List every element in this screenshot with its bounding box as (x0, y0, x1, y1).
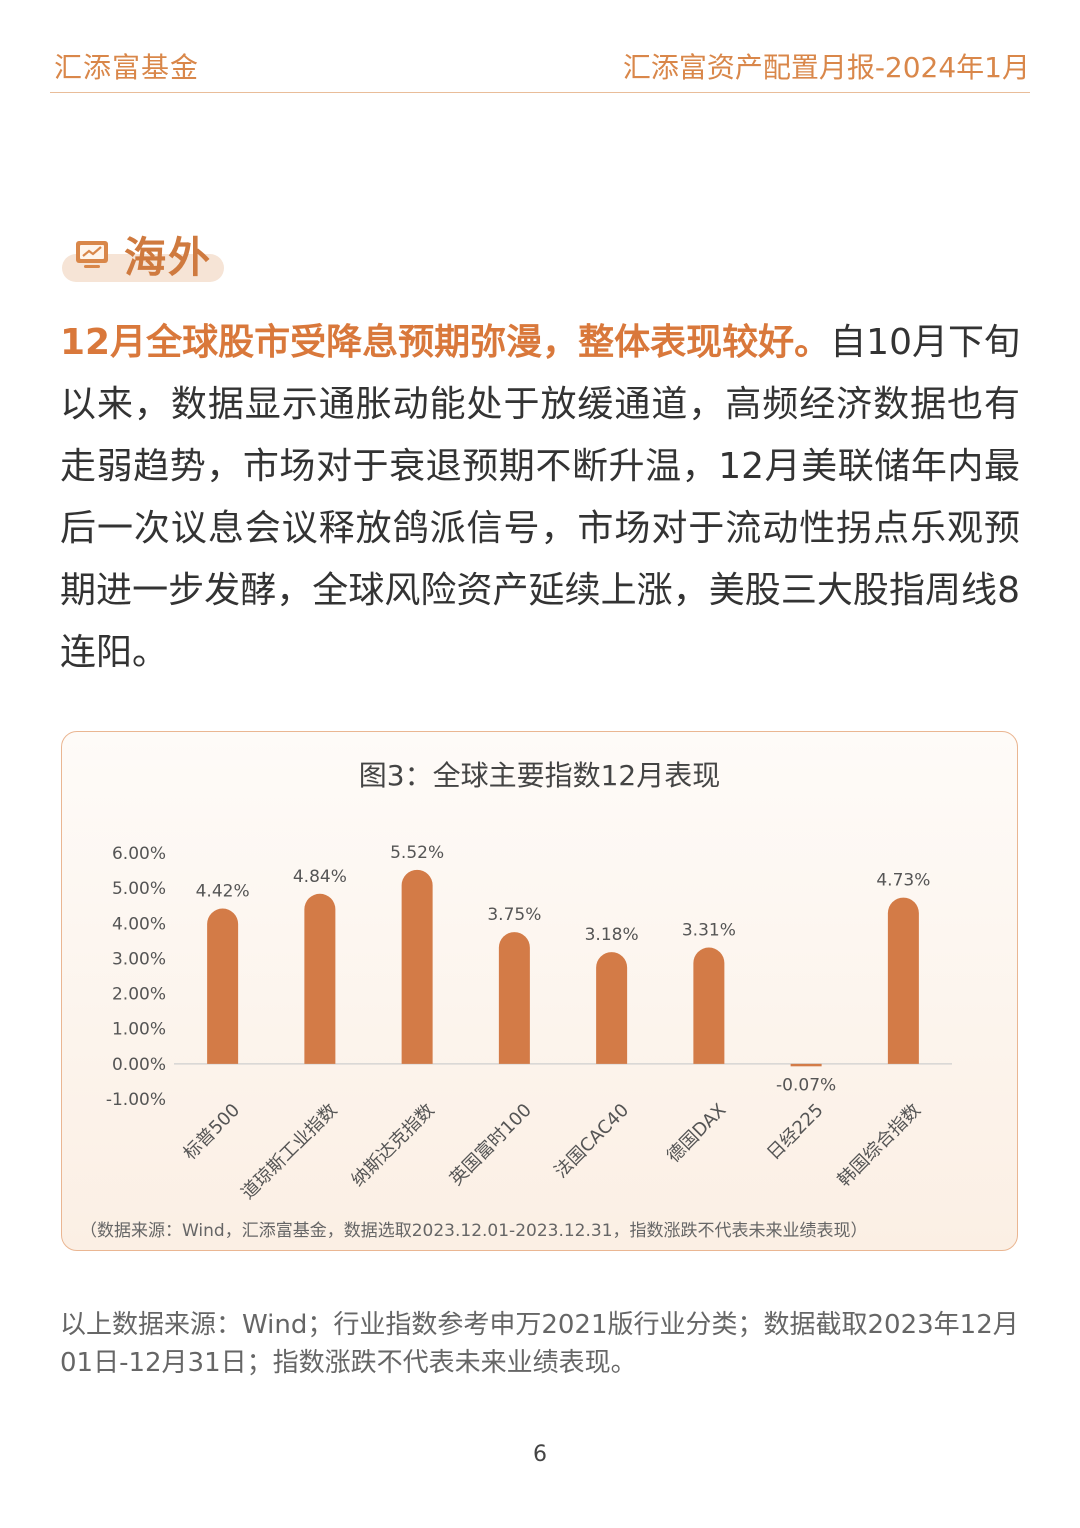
bar (887, 897, 919, 1064)
bar (401, 869, 433, 1064)
y-tick-label: 0.00% (112, 1055, 166, 1075)
chart-card: 图3：全球主要指数12月表现 6.00% 5.00% 4.00% 3.00% 2.00%… (61, 731, 1018, 1251)
page-header: 汇添富基金 汇添富资产配置月报-2024年1月 (50, 40, 1030, 93)
y-tick-label: 2.00% (112, 985, 166, 1005)
paragraph-highlight: 12月全球股市受降息预期弥漫，整体表现较好。 (60, 322, 831, 363)
x-tick-label: 韩国综合指数 (834, 1100, 925, 1191)
data-label: 3.18% (585, 925, 639, 945)
bar (596, 952, 628, 1064)
data-label: 3.75% (487, 905, 541, 925)
bar (790, 1063, 822, 1067)
y-tick-label: 1.00% (112, 1020, 166, 1040)
x-tick-label: 日经225 (763, 1100, 828, 1165)
y-tick-label: 6.00% (112, 844, 166, 864)
x-tick-label: 纳斯达克指数 (347, 1100, 438, 1191)
page-number: 6 (533, 1442, 547, 1467)
data-source-note: 以上数据来源：Wind；行业指数参考申万2021版行业分类；数据截取2023年1… (60, 1310, 1019, 1378)
section-title: 海外 (124, 233, 213, 282)
x-tick-label: 标普500 (180, 1100, 245, 1165)
brand-name: 汇添富基金 (54, 51, 200, 84)
report-title: 汇添富资产配置月报-2024年1月 (622, 51, 1030, 84)
y-tick-label: 4.00% (112, 914, 166, 934)
y-tick-label: -1.00% (106, 1090, 166, 1110)
bar (207, 908, 239, 1064)
y-tick-label: 5.00% (112, 879, 166, 899)
paragraph-body: 自10月下旬以来，数据显示通胀动能处于放缓通道，高频经济数据也有走弱趋势，市场对… (60, 322, 1020, 673)
bar-chart: 6.00% 5.00% 4.00% 3.00% 2.00% 1.00% 0.00% -1.00… (106, 843, 952, 1204)
data-label: 3.31% (682, 921, 736, 941)
data-label: -0.07% (776, 1075, 836, 1095)
data-label: 4.42% (196, 882, 250, 902)
x-tick-label: 道琼斯工业指数 (237, 1100, 341, 1204)
data-label: 5.52% (390, 843, 444, 863)
data-label: 4.84% (293, 867, 347, 887)
bar (498, 932, 530, 1064)
chart-title: 图3：全球主要指数12月表现 (358, 759, 721, 792)
data-label: 4.73% (876, 871, 930, 891)
bar (693, 947, 725, 1064)
bar (304, 893, 336, 1064)
section-heading: 海外 (62, 228, 226, 284)
x-tick-label: 法国CAC40 (550, 1100, 633, 1183)
chart-monitor-icon (76, 241, 108, 268)
overseas-paragraph: 12月全球股市受降息预期弥漫，整体表现较好。自10月下旬以来，数据显示通胀动能处… (60, 312, 1020, 684)
x-tick-label: 英国富时100 (446, 1100, 536, 1190)
chart-source-note: （数据来源：Wind，汇添富基金，数据选取2023.12.01-2023.12.… (80, 1221, 868, 1241)
y-tick-label: 3.00% (112, 949, 166, 969)
x-tick-label: 德国DAX (663, 1100, 730, 1167)
